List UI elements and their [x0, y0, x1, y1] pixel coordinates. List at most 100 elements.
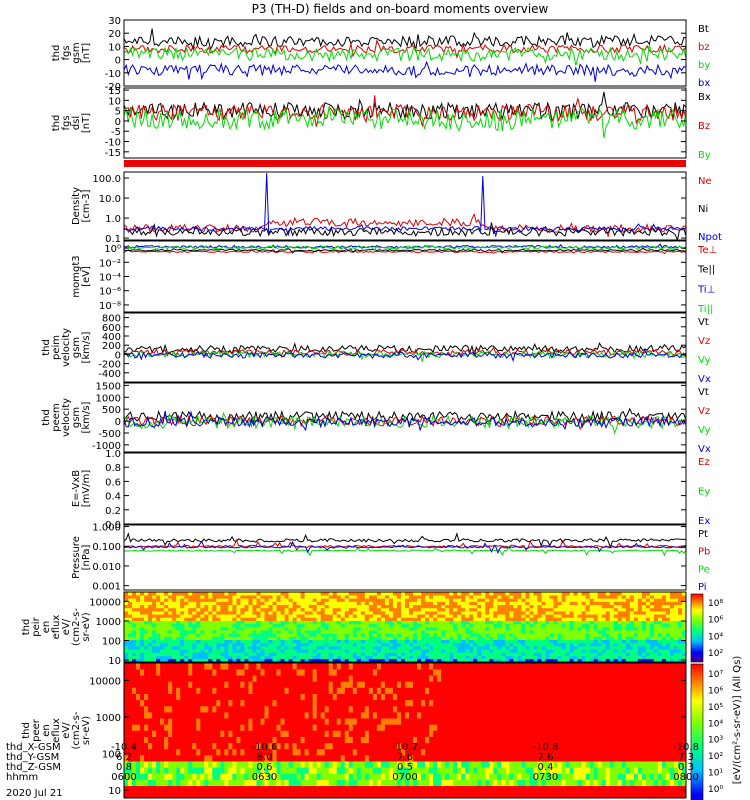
- heatmap-cell: [356, 718, 362, 725]
- heatmap-cell: [405, 639, 410, 644]
- heatmap-cell: [485, 633, 490, 637]
- heatmap-cell: [260, 724, 265, 731]
- heatmap-cell: [132, 791, 137, 799]
- heatmap-cell: [541, 595, 546, 599]
- heatmap-cell: [368, 773, 374, 780]
- heatmap-cell: [144, 630, 149, 634]
- heatmap-cell: [533, 642, 538, 647]
- heatmap-cell: [421, 705, 426, 713]
- heatmap-cell: [220, 592, 225, 596]
- heatmap-cell: [356, 649, 362, 653]
- heatmap-cell: [641, 598, 647, 602]
- heatmap-cell: [332, 724, 338, 731]
- heatmap-cell: [493, 595, 498, 599]
- heatmap-cell: [132, 669, 137, 676]
- heatmap-cell: [288, 611, 293, 615]
- heatmap-cell: [304, 642, 309, 647]
- heatmap-cell: [188, 755, 193, 762]
- y-tick-label: 1.0: [105, 449, 121, 460]
- heatmap-cell: [304, 639, 309, 644]
- heatmap-cell: [164, 761, 169, 768]
- heatmap-cell: [216, 791, 221, 799]
- heatmap-cell: [388, 779, 394, 787]
- heatmap-cell: [637, 630, 643, 634]
- heatmap-cell: [577, 633, 582, 637]
- heatmap-cell: [256, 724, 261, 731]
- heatmap-cell: [360, 652, 366, 656]
- heatmap-cell: [501, 627, 506, 631]
- heatmap-cell: [561, 604, 566, 609]
- heatmap-cell: [629, 658, 635, 663]
- heatmap-cell: [368, 611, 374, 615]
- heatmap-cell: [172, 779, 177, 787]
- heatmap-cell: [557, 630, 562, 634]
- heatmap-cell: [505, 611, 510, 615]
- y-tick-label: 30: [108, 16, 121, 27]
- heatmap-cell: [348, 639, 354, 644]
- heatmap-cell: [392, 630, 398, 634]
- heatmap-cell: [457, 633, 462, 637]
- heatmap-cell: [288, 601, 293, 606]
- heatmap-cell: [228, 773, 233, 780]
- heatmap-cell: [152, 658, 157, 663]
- heatmap-cell: [673, 630, 679, 634]
- heatmap-cell: [312, 785, 317, 793]
- heatmap-cell: [505, 595, 510, 599]
- heatmap-cell: [413, 652, 418, 656]
- heatmap-cell: [288, 681, 293, 688]
- heatmap-cell: [264, 736, 269, 744]
- heatmap-cell: [264, 669, 269, 676]
- heatmap-cell: [593, 601, 598, 606]
- heatmap-cell: [296, 748, 301, 756]
- heatmap-cell: [413, 755, 418, 762]
- heatmap-cell: [248, 669, 253, 676]
- heatmap-cell: [605, 642, 611, 647]
- heatmap-cell: [372, 681, 378, 688]
- heatmap-cell: [196, 649, 201, 653]
- heatmap-cell: [284, 675, 289, 682]
- heatmap-cell: [396, 595, 402, 599]
- heatmap-cell: [156, 617, 161, 621]
- heatmap-cell: [433, 598, 438, 602]
- heatmap-cell: [152, 669, 157, 676]
- heatmap-cell: [453, 630, 458, 634]
- heatmap-cell: [501, 623, 506, 628]
- heatmap-cell: [236, 761, 241, 768]
- heatmap-cell: [312, 724, 317, 731]
- heatmap-cell: [621, 614, 627, 618]
- heatmap-cell: [421, 611, 426, 615]
- heatmap-cell: [264, 718, 269, 725]
- heatmap-cell: [573, 611, 578, 615]
- y-axis-label-line: eV/: [61, 618, 72, 635]
- heatmap-cell: [597, 642, 602, 647]
- heatmap-cell: [629, 627, 635, 631]
- heatmap-cell: [332, 633, 338, 637]
- heatmap-cell: [352, 658, 358, 663]
- heatmap-cell: [320, 630, 326, 634]
- heatmap-cell: [465, 627, 470, 631]
- heatmap-cell: [489, 623, 494, 628]
- heatmap-cell: [132, 730, 137, 737]
- heatmap-cell: [549, 630, 554, 634]
- heatmap-cell: [272, 611, 277, 615]
- heatmap-cell: [457, 639, 462, 644]
- heatmap-cell: [168, 724, 173, 731]
- heatmap-cell: [336, 611, 342, 615]
- heatmap-cell: [565, 623, 570, 628]
- heatmap-cell: [284, 592, 289, 596]
- heatmap-cell: [469, 598, 474, 602]
- heatmap-cell: [649, 601, 655, 606]
- heatmap-cell: [368, 630, 374, 634]
- heatmap-cell: [585, 617, 590, 621]
- heatmap-cell: [585, 646, 590, 650]
- heatmap-cell: [372, 718, 378, 725]
- heatmap-cell: [461, 601, 466, 606]
- heatmap-cell: [352, 767, 358, 774]
- heatmap-cell: [164, 611, 169, 615]
- heatmap-cell: [513, 611, 518, 615]
- y-tick-label: 0.6: [105, 477, 121, 488]
- heatmap-cell: [413, 627, 418, 631]
- heatmap-cell: [360, 595, 366, 599]
- heatmap-cell: [356, 663, 362, 670]
- heatmap-cell: [669, 598, 675, 602]
